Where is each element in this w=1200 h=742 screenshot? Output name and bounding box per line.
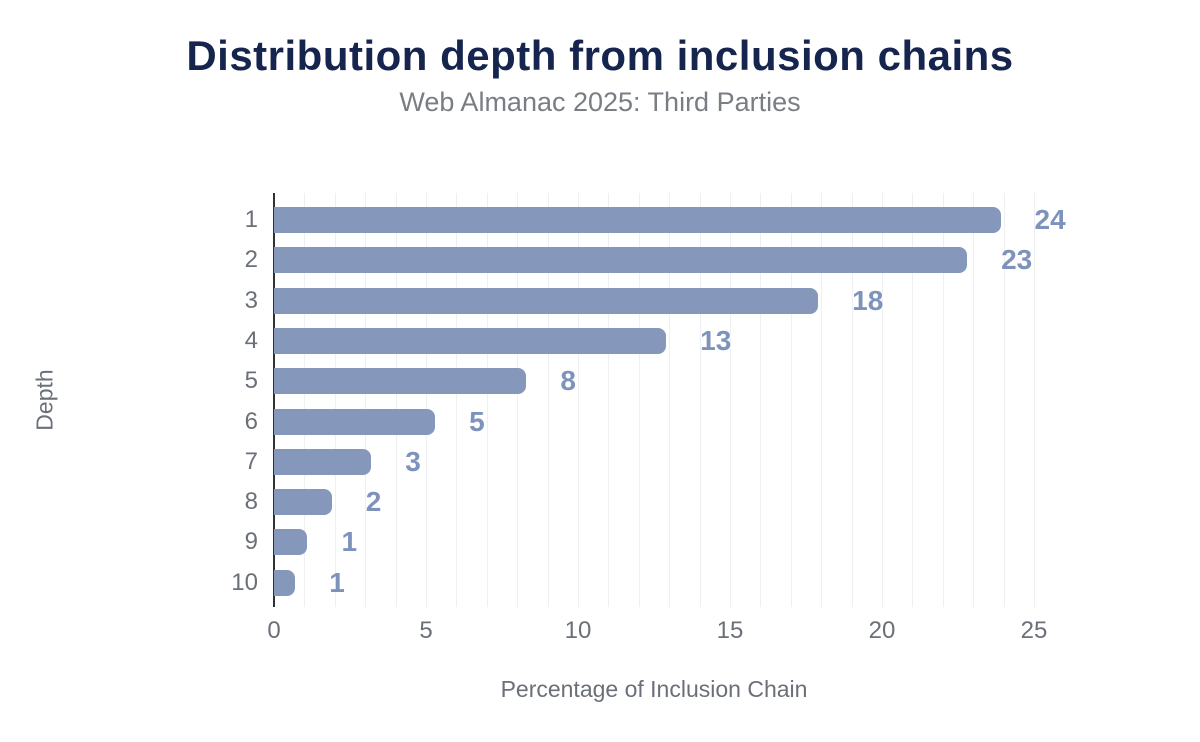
- y-axis-category-label: 7: [244, 447, 258, 475]
- bar[interactable]: [274, 287, 819, 314]
- x-axis-tick-label: 10: [564, 617, 592, 644]
- y-axis-category-label: 5: [244, 367, 258, 395]
- gridline: [365, 193, 367, 607]
- y-axis-category-label: 3: [244, 286, 258, 314]
- gridline: [851, 193, 853, 607]
- y-axis-category-label: 1: [244, 206, 258, 233]
- x-axis-tick-label: 15: [716, 617, 744, 644]
- y-axis-category-label: 9: [244, 528, 258, 556]
- bar-value-label: 1: [329, 566, 345, 598]
- x-axis-tick-label: 20: [868, 617, 896, 644]
- chart-title: Distribution depth from inclusion chains: [186, 32, 1014, 79]
- bar[interactable]: [274, 368, 527, 395]
- bar[interactable]: [274, 247, 968, 274]
- gridline: [395, 193, 397, 607]
- plot-area: 24 1 23 2 18 3 13 4 8 5 5 6 3 7 2 8 1 9 1 10 0 5 10 15 20 25: [231, 193, 1066, 644]
- y-axis-title: Depth: [31, 369, 58, 431]
- x-axis-tick-label: 5: [419, 617, 433, 644]
- gridline: [334, 193, 336, 607]
- gridline: [730, 193, 731, 607]
- bar-value-label: 3: [405, 445, 421, 477]
- gridline: [821, 193, 823, 607]
- y-axis-category-label: 2: [244, 246, 258, 274]
- gridline: [790, 193, 792, 607]
- y-axis-category-label: 10: [231, 568, 258, 596]
- x-axis-title: Percentage of Inclusion Chain: [500, 676, 808, 702]
- x-axis-tick-label: 25: [1020, 617, 1048, 644]
- y-axis-category-label: 4: [244, 326, 258, 354]
- gridline: [547, 193, 549, 607]
- gridline: [1003, 193, 1005, 607]
- gridline: [486, 193, 488, 607]
- gridline: [608, 193, 610, 607]
- gridline: [304, 193, 306, 607]
- bar-value-label: 18: [852, 284, 884, 316]
- y-axis-category-label: 6: [244, 407, 258, 435]
- bar-value-label: 23: [1001, 244, 1033, 276]
- gridline: [912, 193, 914, 607]
- bar-value-label: 8: [560, 365, 576, 397]
- bar-value-label: 2: [365, 486, 382, 518]
- gridline: [882, 193, 883, 607]
- gridline: [517, 193, 519, 607]
- bar[interactable]: [274, 207, 1001, 233]
- gridline: [426, 193, 427, 607]
- bar-value-label: 13: [700, 324, 732, 356]
- bar-value-label: 24: [1034, 204, 1066, 235]
- chart-subtitle: Web Almanac 2025: Third Parties: [399, 87, 801, 117]
- gridline: [973, 193, 975, 607]
- gridline: [578, 193, 579, 607]
- bar[interactable]: [274, 529, 308, 556]
- x-axis-tick-label: 0: [267, 617, 281, 644]
- bar[interactable]: [274, 569, 296, 596]
- gridline: [456, 193, 458, 607]
- gridline: [699, 193, 701, 607]
- gridline: [942, 193, 944, 607]
- bar[interactable]: [274, 327, 667, 354]
- bar-value-label: 5: [469, 405, 485, 437]
- y-axis-category-label: 8: [244, 488, 258, 516]
- y-axis-line: [273, 193, 275, 607]
- bar[interactable]: [274, 448, 372, 475]
- gridline: [1034, 193, 1035, 607]
- gridline: [669, 193, 671, 607]
- bar-value-label: 1: [341, 526, 358, 558]
- bar[interactable]: [274, 489, 332, 516]
- gridline: [760, 193, 762, 607]
- bar[interactable]: [274, 408, 436, 435]
- gridline: [638, 193, 640, 607]
